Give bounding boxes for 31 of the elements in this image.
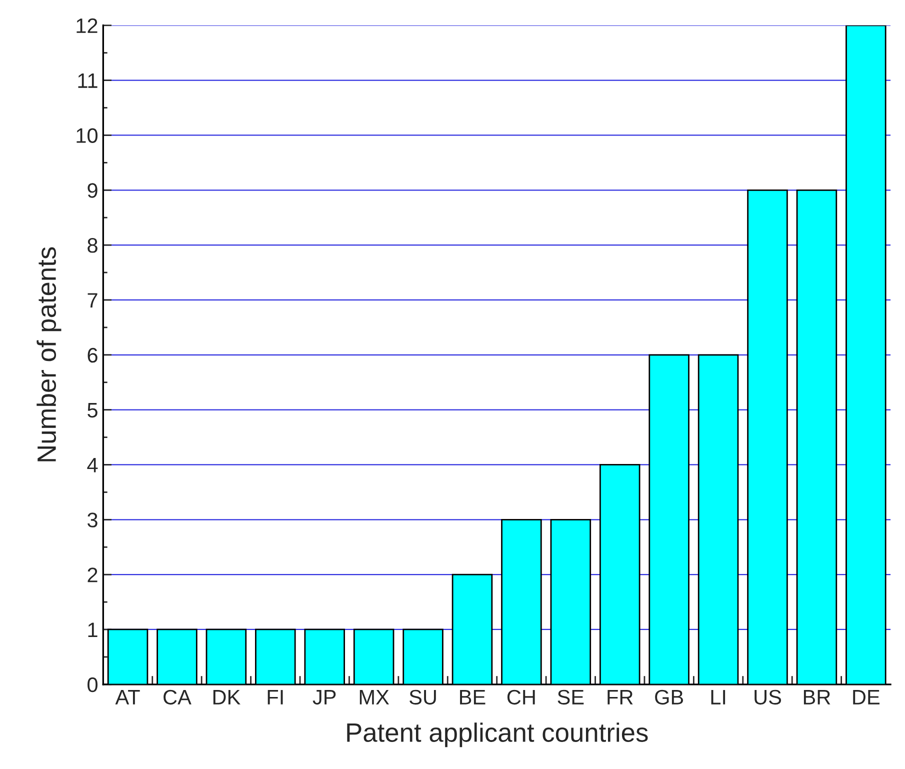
y-tick-label: 5	[88, 403, 98, 418]
x-tick-label: LI	[711, 690, 726, 704]
x-tick-label: SE	[558, 690, 584, 705]
x-tick-label: GB	[655, 690, 684, 705]
x-tick-label: US	[754, 690, 782, 705]
x-tick-label: FI	[268, 690, 283, 704]
y-tick-label: 6	[88, 348, 98, 363]
y-tick-label: 12	[76, 18, 98, 33]
y-tick-label: 10	[76, 128, 98, 143]
x-tick-label: BE	[460, 690, 486, 704]
x-tick-label: SU	[410, 690, 436, 705]
y-tick-label: 0	[88, 677, 98, 692]
y-tick-label: 4	[87, 458, 98, 472]
x-tick-label: CH	[507, 690, 535, 705]
y-tick-label: 9	[88, 183, 98, 198]
x-tick-label: JP	[312, 690, 336, 705]
y-tick-label: 2	[88, 568, 98, 582]
x-tick-label: MX	[360, 690, 390, 704]
x-tick-label: AT	[115, 690, 140, 704]
y-tick-label: 11	[78, 74, 98, 88]
y-axis-title: Number of patents	[36, 247, 62, 462]
x-tick-label: FR	[608, 690, 633, 704]
y-tick-label: 1	[88, 622, 98, 638]
y-tick-label: 7	[88, 293, 98, 308]
x-tick-label: DK	[213, 690, 240, 704]
x-axis-title: Patent applicant countries	[347, 722, 648, 748]
y-tick-label: 8	[88, 238, 98, 253]
y-tick-label: 3	[88, 512, 98, 528]
x-tick-label: BR	[804, 690, 830, 704]
x-tick-label: CA	[164, 690, 192, 705]
x-tick-label: DE	[853, 690, 880, 704]
